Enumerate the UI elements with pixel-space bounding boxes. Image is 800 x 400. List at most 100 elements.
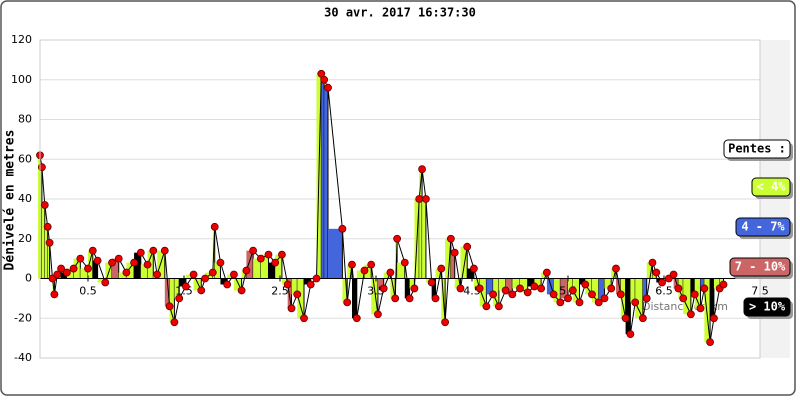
slope-bar bbox=[404, 278, 410, 299]
point bbox=[108, 258, 116, 267]
slope-bar bbox=[541, 272, 547, 279]
slope-bar bbox=[371, 278, 378, 315]
point bbox=[489, 290, 498, 299]
point bbox=[391, 294, 400, 303]
y-tick-label: 0 bbox=[25, 272, 32, 285]
point bbox=[575, 298, 584, 307]
y-tick-label: 100 bbox=[11, 73, 32, 86]
point bbox=[40, 201, 49, 209]
slope-bar bbox=[174, 278, 180, 299]
slope-bar bbox=[419, 169, 423, 279]
point bbox=[338, 224, 347, 233]
point bbox=[165, 302, 174, 311]
point bbox=[237, 286, 246, 295]
point bbox=[621, 314, 630, 323]
point bbox=[415, 195, 424, 203]
point bbox=[696, 304, 705, 313]
point bbox=[201, 274, 210, 283]
point bbox=[475, 284, 484, 293]
slope-bar bbox=[47, 242, 50, 279]
slope-bar bbox=[328, 228, 343, 279]
slope-bar bbox=[625, 278, 631, 335]
point bbox=[494, 302, 503, 311]
point bbox=[43, 222, 52, 231]
slope-bar bbox=[467, 268, 474, 279]
y-tick-label: 60 bbox=[18, 152, 32, 165]
point bbox=[674, 284, 683, 293]
slope-bar bbox=[126, 262, 135, 279]
slope-bar bbox=[512, 278, 520, 289]
slope-bar bbox=[710, 278, 714, 319]
point bbox=[160, 246, 169, 255]
point bbox=[631, 298, 640, 307]
slope-bar bbox=[220, 278, 228, 285]
point bbox=[367, 260, 376, 269]
point bbox=[101, 278, 110, 287]
point bbox=[588, 290, 596, 299]
slope-bar bbox=[356, 270, 365, 279]
point bbox=[642, 294, 651, 303]
point bbox=[523, 288, 532, 297]
x-tick-label: 2.5 bbox=[271, 285, 289, 298]
point bbox=[300, 314, 308, 323]
legend-label: 7 - 10% bbox=[735, 260, 786, 274]
slope-bar bbox=[553, 278, 561, 303]
point bbox=[470, 264, 478, 273]
slope-bar bbox=[568, 278, 573, 291]
slope-bar bbox=[690, 278, 695, 295]
point bbox=[293, 290, 302, 299]
legend-box bbox=[735, 217, 791, 237]
point bbox=[386, 268, 395, 277]
legend-label: > 10% bbox=[749, 300, 786, 314]
point bbox=[564, 294, 572, 303]
point bbox=[501, 286, 510, 295]
slope-bar bbox=[560, 278, 568, 299]
slope-bar bbox=[450, 252, 455, 279]
point bbox=[542, 268, 551, 277]
slope-bar bbox=[498, 278, 506, 291]
slope-bar bbox=[585, 278, 592, 295]
slope-bar bbox=[673, 278, 679, 289]
point bbox=[482, 302, 491, 311]
slope-bar bbox=[281, 278, 288, 285]
slope-bar bbox=[546, 278, 554, 295]
point bbox=[88, 246, 97, 255]
point bbox=[76, 254, 85, 263]
point bbox=[607, 284, 616, 293]
legend-label: 4 - 7% bbox=[741, 220, 785, 234]
slope-bar bbox=[630, 278, 636, 303]
slope-bar bbox=[635, 278, 643, 319]
slope-bar bbox=[520, 278, 528, 293]
slope-bar bbox=[352, 278, 357, 319]
point bbox=[616, 290, 625, 299]
point bbox=[264, 250, 273, 259]
slope-bar bbox=[527, 278, 535, 287]
point bbox=[463, 242, 472, 251]
point bbox=[652, 268, 661, 277]
slope-bar bbox=[260, 254, 269, 279]
point bbox=[189, 270, 198, 279]
point bbox=[271, 258, 280, 267]
point bbox=[612, 264, 620, 273]
point bbox=[153, 270, 162, 279]
point bbox=[690, 290, 699, 299]
point bbox=[312, 274, 321, 283]
slope-bar bbox=[592, 278, 599, 303]
slope-bar bbox=[169, 278, 175, 323]
point bbox=[130, 258, 138, 267]
slope-bar bbox=[241, 270, 247, 279]
slope-bar bbox=[598, 278, 605, 299]
point bbox=[422, 195, 430, 203]
point bbox=[446, 234, 455, 243]
point bbox=[84, 264, 92, 273]
point bbox=[114, 254, 123, 263]
point bbox=[706, 338, 714, 347]
point bbox=[700, 284, 709, 293]
point bbox=[360, 266, 369, 275]
slope-bar bbox=[304, 278, 311, 285]
point bbox=[379, 284, 388, 293]
x-tick-label: 0.5 bbox=[79, 285, 97, 298]
y-tick-label: 80 bbox=[18, 113, 32, 126]
point bbox=[530, 282, 539, 291]
slope-bar bbox=[700, 278, 705, 289]
